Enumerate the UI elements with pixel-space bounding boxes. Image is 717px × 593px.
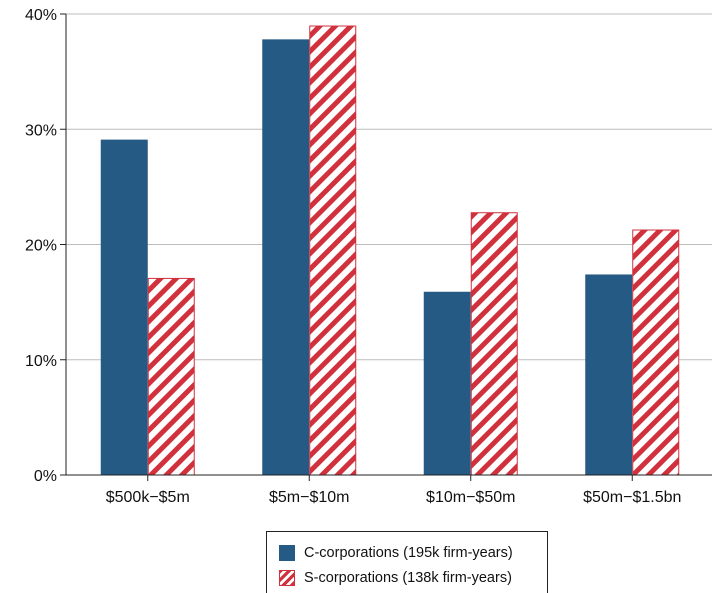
- bar-c-corporations: [585, 274, 633, 475]
- legend-swatch-s-corporations: [279, 570, 295, 586]
- bar-s-corporations: [309, 25, 357, 476]
- y-tick-label: 10%: [25, 353, 57, 370]
- y-tick-label: 0%: [34, 468, 57, 485]
- y-tick-label: 30%: [25, 122, 57, 139]
- bar-c-corporations: [100, 139, 148, 475]
- legend-item-c-corporations: C-corporations (195k firm-years): [279, 542, 513, 564]
- y-tick-label: 40%: [25, 7, 57, 24]
- x-tick-label: $50m−$1.5bn: [583, 489, 681, 506]
- legend: C-corporations (195k firm-years) S-corpo…: [266, 531, 548, 593]
- x-tick-label: $10m−$50m: [426, 489, 515, 506]
- bar-chart: 0% 10% 20% 30% 40% $500k−$5m $5m−$10m $10m−$50…: [25, 7, 712, 506]
- bar-c-corporations: [423, 291, 471, 475]
- x-tick-label: $500k−$5m: [106, 489, 190, 506]
- bar-s-corporations: [147, 277, 195, 476]
- legend-label-c-corporations: C-corporations (195k firm-years): [304, 545, 513, 561]
- x-axis-tick-labels: $500k−$5m $5m−$10m $10m−$50m $50m−$1.5bn: [106, 475, 681, 506]
- legend-item-s-corporations: S-corporations (138k firm-years): [279, 567, 512, 589]
- bars: [100, 25, 680, 476]
- legend-label-s-corporations: S-corporations (138k firm-years): [304, 570, 512, 586]
- y-axis-tick-labels: 0% 10% 20% 30% 40%: [25, 7, 66, 485]
- x-tick-label: $5m−$10m: [269, 489, 350, 506]
- bar-s-corporations: [470, 212, 518, 476]
- y-tick-label: 20%: [25, 238, 57, 255]
- bar-s-corporations: [632, 229, 680, 476]
- bar-c-corporations: [262, 39, 310, 475]
- legend-swatch-c-corporations: [279, 545, 295, 561]
